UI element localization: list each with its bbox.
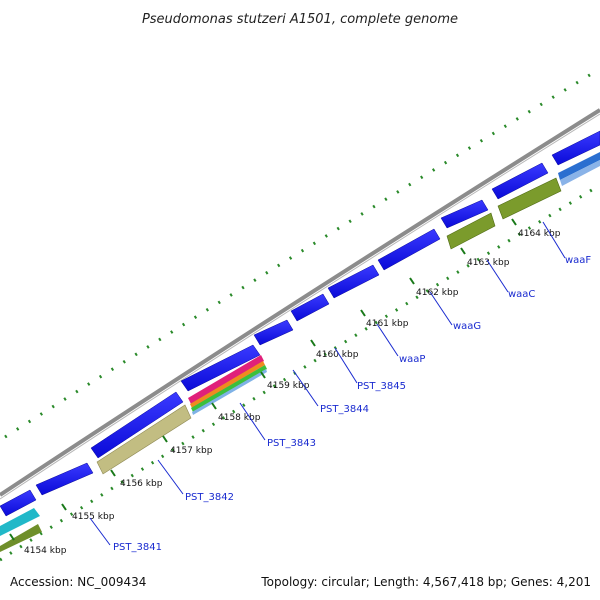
scale-labels: 4154 kbp 4155 kbp 4156 kbp 4157 kbp 4158…	[24, 229, 561, 556]
feature-blue-band	[560, 160, 600, 186]
gene-label: PST_3843	[267, 438, 316, 449]
gene-label: waaC	[508, 289, 535, 300]
gene-block	[35, 462, 94, 496]
gene-block	[377, 228, 441, 271]
gene-block	[440, 199, 489, 229]
feature-olive	[0, 524, 42, 552]
feature-green	[191, 365, 267, 412]
gene-label: PST_3841	[113, 542, 162, 553]
kbp-label: 4159 kbp	[267, 381, 310, 391]
gene-block	[253, 319, 294, 346]
gene-labels: PST_3841 PST_3842 PST_3843 PST_3844 PST_…	[113, 255, 591, 553]
gene-label: waaG	[453, 321, 481, 332]
kbp-label: 4161 kbp	[366, 319, 409, 329]
gene-label: waaP	[399, 354, 425, 365]
scale-ticks	[9, 218, 517, 541]
genome-summary-text: Topology: circular; Length: 4,567,418 bp…	[260, 575, 591, 589]
gene-block	[90, 391, 184, 459]
feature-khaki	[96, 404, 192, 475]
kbp-label: 4156 kbp	[120, 479, 163, 489]
gene-block	[0, 489, 37, 517]
kbp-label: 4154 kbp	[24, 546, 67, 556]
gene-label: PST_3844	[320, 404, 369, 415]
feature-olive	[446, 212, 496, 250]
gene-label: PST_3845	[357, 381, 406, 392]
gene-block	[327, 264, 380, 299]
gene-block	[290, 293, 330, 322]
kbp-label: 4160 kbp	[316, 350, 359, 360]
kbp-label: 4157 kbp	[170, 446, 213, 456]
feature-orange	[190, 361, 265, 408]
reverse-feature-track	[0, 152, 600, 552]
backbone-track	[0, 108, 600, 500]
map-title: Pseudomonas stutzeri A1501, complete gen…	[142, 12, 458, 27]
gc-dots-outer-track	[4, 68, 599, 439]
gene-label: waaF	[565, 255, 591, 266]
kbp-label: 4163 kbp	[467, 258, 510, 268]
gene-label: PST_3842	[185, 492, 234, 503]
feature-teal	[0, 508, 40, 536]
gc-dots-inner-track	[0, 183, 600, 562]
feature-magenta	[188, 355, 264, 404]
gene-block	[180, 344, 261, 392]
feature-blue-band	[558, 152, 600, 180]
kbp-label: 4164 kbp	[518, 229, 561, 239]
gene-block	[491, 162, 549, 200]
feature-olive	[497, 177, 562, 220]
feature-lightblue	[192, 369, 267, 415]
gene-leader-lines	[89, 221, 566, 546]
gene-block	[551, 130, 600, 166]
kbp-label: 4158 kbp	[218, 413, 261, 423]
accession-text: Accession: NC_009434	[10, 575, 146, 589]
forward-gene-track	[0, 130, 600, 517]
kbp-label: 4155 kbp	[72, 512, 115, 522]
kbp-label: 4162 kbp	[416, 288, 459, 298]
